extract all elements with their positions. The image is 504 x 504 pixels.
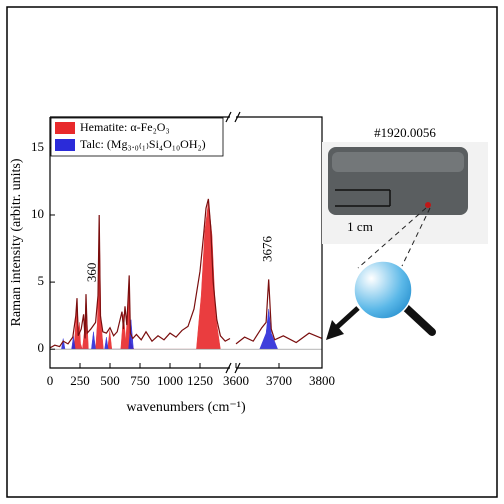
area <box>61 308 279 350</box>
x-axis-label: wavenumbers (cm⁻¹) <box>126 400 246 415</box>
y-tick-label: 0 <box>38 340 45 355</box>
area <box>71 201 221 350</box>
scale-label: 1 cm <box>347 219 373 234</box>
zoom-lines <box>357 207 431 269</box>
x-tick-label: 1000 <box>157 373 183 388</box>
sample-spot <box>425 202 431 208</box>
x-tick-label: 0 <box>47 373 54 388</box>
sample-id: #1920.0056 <box>374 125 436 140</box>
axis-break <box>225 362 241 374</box>
x-tick-label: 3600 <box>223 373 249 388</box>
x-tick-label: 3700 <box>266 373 292 388</box>
axis-break <box>225 111 241 123</box>
y-tick-label: 10 <box>31 206 44 221</box>
magnifier-lens <box>353 260 413 320</box>
pointer-arrowhead <box>326 320 344 340</box>
sample-highlight <box>332 152 464 172</box>
pointer-arrow <box>334 306 360 330</box>
peak-annotation: 3676 <box>260 235 275 262</box>
x-tick-label: 750 <box>130 373 150 388</box>
spectrum-line <box>49 198 323 349</box>
legend-label: Talc: (Mg₃.₀₍₁₎Si₄O₁₀OH₂) <box>80 137 206 151</box>
legend-box <box>50 117 224 157</box>
x-tick-label: 250 <box>70 373 90 388</box>
legend-label: Hematite: α-Fe₂O₃ <box>80 120 170 134</box>
x-tick-label: 1250 <box>187 373 213 388</box>
legend-swatch <box>55 122 75 134</box>
magnifier-handle <box>400 302 436 336</box>
x-tick-label: 500 <box>100 373 120 388</box>
legend-swatch <box>55 139 75 151</box>
page-frame <box>6 6 498 498</box>
peak-annotation: 360 <box>84 263 99 283</box>
y-tick-label: 5 <box>38 273 45 288</box>
x-tick-label: 3800 <box>309 373 335 388</box>
y-axis-label: Raman intensity (arbitr. units) <box>9 158 24 326</box>
chart: 0 5 10 15 0 250 500 750 1000 1250 3600 3700 3800 wave… <box>9 111 335 415</box>
scale-bar <box>335 189 391 207</box>
y-tick-label: 15 <box>31 139 44 154</box>
illustration: #1920.0056 1 cm <box>322 125 488 340</box>
